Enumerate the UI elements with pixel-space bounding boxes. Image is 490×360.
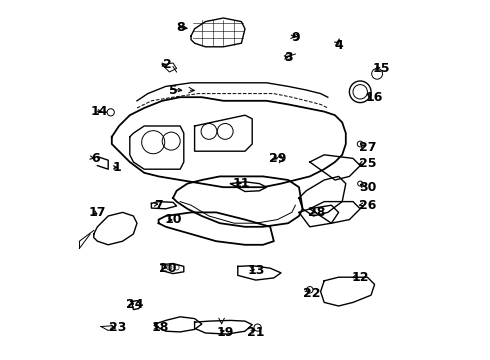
Text: 29: 29 — [269, 152, 286, 165]
Text: 2: 2 — [163, 58, 172, 71]
Text: 5: 5 — [169, 84, 177, 96]
Text: 6: 6 — [91, 152, 100, 165]
Text: 11: 11 — [233, 177, 250, 190]
Text: 12: 12 — [351, 271, 369, 284]
Text: 19: 19 — [217, 327, 234, 339]
Text: 24: 24 — [126, 298, 144, 311]
Text: 22: 22 — [303, 287, 320, 300]
Text: 17: 17 — [89, 206, 106, 219]
Text: 25: 25 — [359, 157, 376, 170]
Text: 16: 16 — [366, 91, 383, 104]
Text: 21: 21 — [247, 327, 265, 339]
Text: 1: 1 — [113, 161, 122, 174]
Text: 3: 3 — [284, 51, 293, 64]
Text: 8: 8 — [176, 21, 185, 33]
Text: 27: 27 — [359, 141, 376, 154]
Text: 20: 20 — [159, 262, 176, 275]
Text: 23: 23 — [108, 321, 126, 334]
Text: 9: 9 — [291, 31, 300, 44]
Text: 14: 14 — [91, 105, 108, 118]
Text: 30: 30 — [359, 181, 376, 194]
Text: 15: 15 — [373, 62, 391, 75]
Text: 26: 26 — [359, 199, 376, 212]
Text: 13: 13 — [247, 264, 265, 276]
Text: 7: 7 — [154, 199, 163, 212]
Text: 18: 18 — [152, 321, 169, 334]
Text: 10: 10 — [164, 213, 182, 226]
Text: 28: 28 — [308, 206, 326, 219]
Text: 4: 4 — [334, 39, 343, 51]
